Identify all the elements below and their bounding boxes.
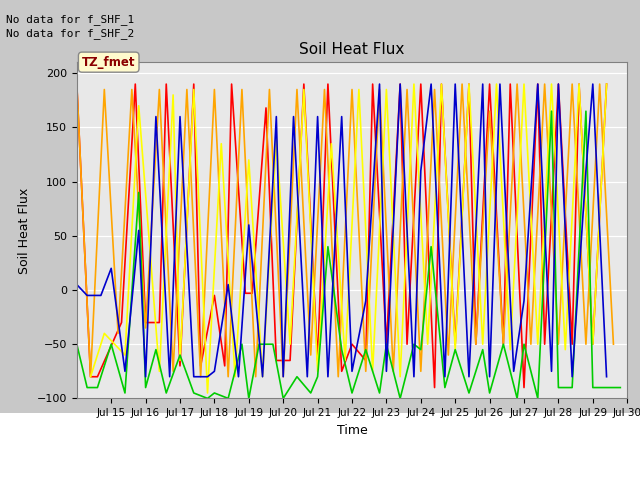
Title: Soil Heat Flux: Soil Heat Flux [300,42,404,57]
Text: No data for f_SHF_1: No data for f_SHF_1 [6,13,134,24]
Y-axis label: Soil Heat Flux: Soil Heat Flux [18,187,31,274]
Text: No data for f_SHF_2: No data for f_SHF_2 [6,28,134,39]
Legend: SHF1, SHF2, SHF3, SHF4, SHF5: SHF1, SHF2, SHF3, SHF4, SHF5 [164,479,540,480]
X-axis label: Time: Time [337,424,367,437]
Text: TZ_fmet: TZ_fmet [82,56,136,69]
